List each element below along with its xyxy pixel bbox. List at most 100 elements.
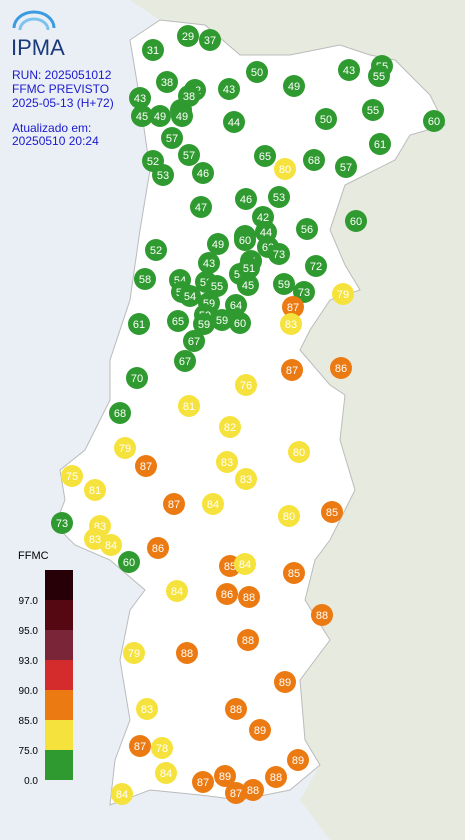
- station-value: 86: [152, 543, 164, 555]
- station-marker: [123, 642, 145, 664]
- station-marker: [234, 553, 256, 575]
- station-marker: [163, 493, 185, 515]
- station-value: 87: [140, 461, 152, 473]
- station-marker: [305, 255, 327, 277]
- station-value: 81: [183, 401, 195, 413]
- station-value: 73: [273, 249, 285, 261]
- station-marker: [238, 257, 260, 279]
- station-value: 88: [230, 704, 242, 716]
- station-marker: [283, 75, 305, 97]
- station-marker: [237, 629, 259, 651]
- station-marker: [192, 771, 214, 793]
- station-value: 89: [219, 771, 231, 783]
- legend-swatch: [45, 600, 73, 630]
- station-value: 75: [66, 471, 78, 483]
- station-marker: [199, 29, 221, 51]
- station-value: 86: [221, 589, 233, 601]
- station-marker: [176, 642, 198, 664]
- station-value: 43: [134, 93, 146, 105]
- station-value: 44: [260, 227, 272, 239]
- station-marker: [225, 782, 247, 804]
- station-value: 88: [270, 772, 282, 784]
- station-marker: [109, 402, 131, 424]
- legend-swatch: [45, 750, 73, 780]
- station-value: 53: [157, 170, 169, 182]
- station-marker: [152, 164, 174, 186]
- station-marker: [345, 210, 367, 232]
- station-marker: [84, 479, 106, 501]
- station-value: 84: [239, 559, 251, 571]
- station-value: 51: [243, 263, 255, 275]
- station-marker: [265, 766, 287, 788]
- station-marker: [238, 586, 260, 608]
- station-value: 87: [230, 788, 242, 800]
- station-value: 87: [286, 365, 298, 377]
- station-value: 87: [197, 777, 209, 789]
- station-marker: [321, 501, 343, 523]
- station-marker: [281, 359, 303, 381]
- station-marker: [254, 145, 276, 167]
- station-value: 80: [279, 164, 291, 176]
- station-value: 38: [161, 77, 173, 89]
- legend-swatch: [45, 630, 73, 660]
- station-value: 88: [181, 648, 193, 660]
- station-marker: [216, 451, 238, 473]
- station-value: 88: [242, 635, 254, 647]
- station-marker: [219, 416, 241, 438]
- station-value: 55: [211, 281, 223, 293]
- station-value: 88: [316, 610, 328, 622]
- station-value: 43: [343, 65, 355, 77]
- product: FFMC PREVISTO: [12, 82, 109, 96]
- station-marker: [282, 296, 304, 318]
- logo-arc: [12, 10, 56, 29]
- station-marker: [273, 273, 295, 295]
- station-marker: [128, 313, 150, 335]
- station-value: 43: [203, 258, 215, 270]
- station-value: 73: [56, 518, 68, 530]
- station-value: 49: [154, 111, 166, 123]
- logo-arc: [18, 17, 50, 31]
- station-value: 59: [216, 315, 228, 327]
- station-marker: [118, 551, 140, 573]
- station-marker: [423, 110, 445, 132]
- station-marker: [268, 186, 290, 208]
- station-value: 86: [335, 363, 347, 375]
- station-value: 44: [228, 117, 240, 129]
- station-marker: [237, 274, 259, 296]
- station-marker: [338, 59, 360, 81]
- station-value: 88: [243, 592, 255, 604]
- station-value: 72: [310, 261, 322, 273]
- station-marker: [288, 441, 310, 463]
- station-marker: [147, 537, 169, 559]
- station-value: 64: [230, 300, 242, 312]
- station-value: 76: [240, 380, 252, 392]
- station-marker: [332, 283, 354, 305]
- station-value: 52: [147, 156, 159, 168]
- station-marker: [235, 468, 257, 490]
- station-marker: [151, 737, 173, 759]
- station-marker: [330, 357, 352, 379]
- station-marker: [114, 437, 136, 459]
- station-value: 83: [89, 534, 101, 546]
- station-value: 59: [278, 279, 290, 291]
- station-marker: [315, 108, 337, 130]
- station-value: 46: [197, 168, 209, 180]
- station-value: 65: [259, 151, 271, 163]
- station-marker: [161, 127, 183, 149]
- station-marker: [166, 580, 188, 602]
- station-marker: [190, 196, 212, 218]
- station-value: 60: [234, 318, 246, 330]
- station-value: 60: [350, 216, 362, 228]
- station-value: 84: [207, 499, 219, 511]
- station-marker: [179, 285, 201, 307]
- station-marker: [136, 698, 158, 720]
- station-value: 55: [373, 71, 385, 83]
- station-value: 46: [240, 194, 252, 206]
- station-value: 61: [133, 319, 145, 331]
- station-marker: [156, 71, 178, 93]
- legend-swatch: [45, 570, 73, 600]
- legend-swatch: [45, 690, 73, 720]
- station-value: 54: [184, 291, 196, 303]
